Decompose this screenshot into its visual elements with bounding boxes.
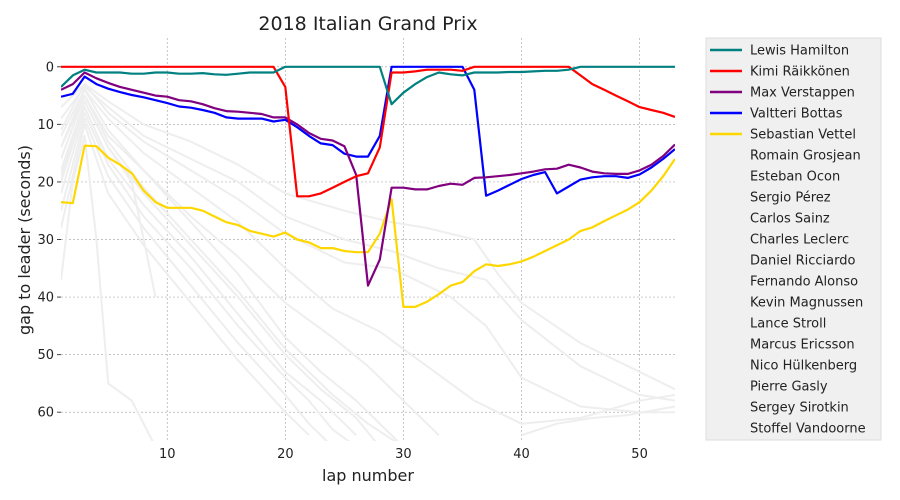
series-line-lewis-hamilton: [61, 65, 675, 106]
legend-entry: Carlos Sainz: [750, 212, 830, 227]
legend-box: [705, 37, 882, 441]
legend-entry: Sergio Pérez: [750, 191, 831, 206]
series-line-romain-grosjean: [61, 83, 675, 391]
legend-entry: Charles Leclerc: [750, 233, 849, 248]
legend-entry: Kevin Magnussen: [750, 296, 863, 311]
x-tick-label: 30: [395, 447, 412, 462]
chart-title: 2018 Italian Grand Prix: [258, 13, 477, 35]
grid: [61, 38, 675, 441]
legend-entry: Daniel Ricciardo: [750, 254, 855, 269]
series-line-stoffel-vandoorne: [61, 134, 154, 441]
x-tick-label: 50: [631, 447, 648, 462]
x-tick-label: 40: [513, 447, 530, 462]
legend-entry: Sebastian Vettel: [750, 128, 856, 143]
y-tick-label: 30: [37, 233, 54, 248]
y-tick-label: 60: [37, 406, 54, 421]
series-line-sergio-p-rez: [61, 83, 675, 414]
legend-entry: Kimi Räikkönen: [750, 65, 850, 80]
legend-entry: Valtteri Bottas: [750, 107, 843, 122]
legend-entry: Stoffel Vandoorne: [750, 422, 866, 437]
y-tick-label: 40: [37, 291, 54, 306]
x-tick-label: 10: [159, 447, 176, 462]
legend-entry: Marcus Ericsson: [750, 338, 855, 353]
legend-entry: Lewis Hamilton: [750, 44, 849, 59]
legend-entry: Max Verstappen: [750, 86, 855, 101]
y-tick-label: 20: [37, 175, 54, 190]
legend-entry: Lance Stroll: [750, 317, 826, 332]
x-axis-label: lap number: [322, 466, 414, 485]
series-line-kimi-r-ikk-nen: [61, 65, 675, 198]
series-line-valtteri-bottas: [61, 65, 675, 197]
series-line-max-verstappen: [61, 71, 675, 287]
y-tick-label: 10: [37, 118, 54, 133]
highlighted-series: [61, 65, 675, 308]
series-line-charles-leclerc: [61, 94, 440, 436]
legend-entry: Pierre Gasly: [750, 380, 828, 395]
y-axis-ticks: 0 10 20 30 40 50 60: [37, 60, 61, 421]
y-tick-label: 50: [37, 348, 54, 363]
legend: Lewis Hamilton Kimi Räikkönen Max Verstapp…: [705, 37, 882, 441]
legend-entry: Sergey Sirotkin: [750, 401, 849, 416]
series-line-unlabeled: [521, 405, 675, 437]
y-tick-label: 0: [46, 60, 54, 75]
background-series: [61, 83, 675, 441]
legend-entry: Esteban Ocon: [750, 170, 840, 185]
series-line-fernando-alonso: [61, 88, 399, 441]
series-line-lance-stroll: [61, 100, 377, 441]
series-line-marcus-ericsson: [61, 106, 357, 436]
legend-entry: Nico Hülkenberg: [750, 359, 857, 374]
series-line-carlos-sainz: [61, 88, 675, 425]
series-line-pierre-gasly: [61, 117, 329, 441]
legend-entry: Fernando Alonso: [750, 275, 858, 290]
legend-entry: Romain Grosjean: [750, 149, 861, 164]
series-line-sergey-sirotkin: [61, 123, 310, 436]
y-axis-label: gap to leader (seconds): [15, 145, 34, 335]
x-tick-label: 20: [277, 447, 294, 462]
series-line-sebastian-vettel: [61, 144, 675, 308]
x-axis-ticks: 10 20 30 40 50: [159, 447, 648, 462]
series-line-esteban-ocon: [61, 85, 675, 402]
series-line-nico-h-lkenberg: [61, 111, 350, 441]
series-line-kevin-magnussen: [61, 94, 397, 441]
